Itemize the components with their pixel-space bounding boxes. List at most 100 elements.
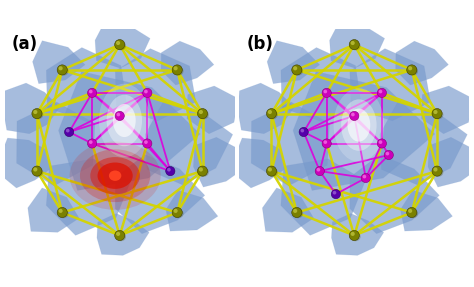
Polygon shape: [267, 41, 319, 84]
Circle shape: [407, 208, 417, 218]
Polygon shape: [396, 41, 448, 85]
Circle shape: [292, 208, 302, 218]
Polygon shape: [380, 101, 467, 185]
Ellipse shape: [33, 110, 43, 119]
Circle shape: [361, 173, 370, 183]
Polygon shape: [331, 214, 383, 255]
Circle shape: [408, 66, 412, 70]
Circle shape: [323, 140, 327, 144]
Circle shape: [350, 111, 359, 121]
Circle shape: [143, 139, 152, 148]
Ellipse shape: [58, 209, 69, 218]
Ellipse shape: [109, 170, 121, 181]
Polygon shape: [166, 190, 218, 231]
Circle shape: [115, 40, 125, 50]
Circle shape: [377, 88, 386, 98]
Ellipse shape: [408, 67, 418, 76]
Circle shape: [301, 129, 304, 133]
Text: (a): (a): [12, 35, 38, 53]
Circle shape: [379, 90, 383, 93]
Circle shape: [407, 65, 417, 75]
Polygon shape: [235, 138, 286, 188]
Ellipse shape: [433, 168, 443, 177]
Circle shape: [379, 140, 383, 144]
Circle shape: [172, 208, 182, 218]
Ellipse shape: [116, 232, 126, 241]
Circle shape: [167, 168, 171, 172]
Circle shape: [385, 152, 389, 156]
Circle shape: [323, 90, 327, 93]
Polygon shape: [251, 102, 329, 186]
Ellipse shape: [99, 84, 150, 157]
Polygon shape: [281, 159, 365, 235]
Polygon shape: [28, 188, 79, 232]
Circle shape: [144, 140, 148, 144]
Polygon shape: [0, 138, 51, 188]
Circle shape: [408, 209, 412, 213]
Polygon shape: [329, 21, 384, 68]
Circle shape: [88, 139, 97, 148]
Polygon shape: [350, 155, 439, 234]
Circle shape: [363, 175, 366, 179]
Circle shape: [432, 108, 442, 119]
Ellipse shape: [199, 168, 209, 177]
Circle shape: [59, 66, 63, 70]
Ellipse shape: [98, 162, 133, 189]
Polygon shape: [3, 83, 60, 134]
Circle shape: [33, 167, 37, 172]
Circle shape: [293, 66, 297, 70]
Polygon shape: [428, 137, 474, 187]
Polygon shape: [145, 101, 233, 185]
Circle shape: [198, 166, 208, 176]
Circle shape: [293, 209, 297, 213]
Ellipse shape: [433, 110, 443, 119]
Polygon shape: [401, 190, 452, 231]
Circle shape: [377, 139, 386, 148]
Circle shape: [268, 167, 272, 172]
Circle shape: [322, 139, 331, 148]
Circle shape: [349, 40, 359, 50]
Circle shape: [268, 110, 272, 114]
Circle shape: [199, 110, 203, 114]
Circle shape: [351, 41, 355, 45]
Circle shape: [266, 108, 276, 119]
Ellipse shape: [350, 232, 361, 241]
Circle shape: [266, 166, 276, 176]
Polygon shape: [115, 155, 205, 234]
Circle shape: [322, 88, 331, 98]
Ellipse shape: [334, 88, 384, 162]
Circle shape: [433, 110, 438, 114]
Ellipse shape: [58, 67, 69, 76]
Ellipse shape: [107, 95, 142, 146]
Ellipse shape: [408, 209, 418, 218]
Circle shape: [89, 140, 92, 144]
Ellipse shape: [293, 209, 303, 218]
Circle shape: [88, 88, 97, 98]
Circle shape: [432, 166, 442, 176]
Polygon shape: [95, 21, 150, 68]
Circle shape: [292, 65, 302, 75]
Polygon shape: [293, 71, 435, 191]
Circle shape: [116, 232, 120, 236]
Circle shape: [66, 129, 70, 133]
Ellipse shape: [33, 168, 43, 177]
Ellipse shape: [347, 108, 370, 142]
Circle shape: [116, 41, 120, 45]
Circle shape: [33, 110, 37, 114]
Ellipse shape: [113, 104, 136, 137]
Circle shape: [144, 90, 148, 93]
Ellipse shape: [199, 110, 209, 119]
Polygon shape: [59, 71, 200, 191]
Circle shape: [333, 191, 337, 195]
Ellipse shape: [350, 41, 361, 50]
Polygon shape: [281, 48, 361, 122]
Polygon shape: [350, 49, 430, 121]
Circle shape: [299, 127, 308, 137]
Ellipse shape: [70, 141, 161, 210]
Circle shape: [32, 166, 42, 176]
Polygon shape: [115, 49, 196, 121]
Polygon shape: [33, 41, 85, 84]
Ellipse shape: [173, 209, 183, 218]
Circle shape: [115, 230, 125, 241]
Circle shape: [315, 166, 324, 176]
